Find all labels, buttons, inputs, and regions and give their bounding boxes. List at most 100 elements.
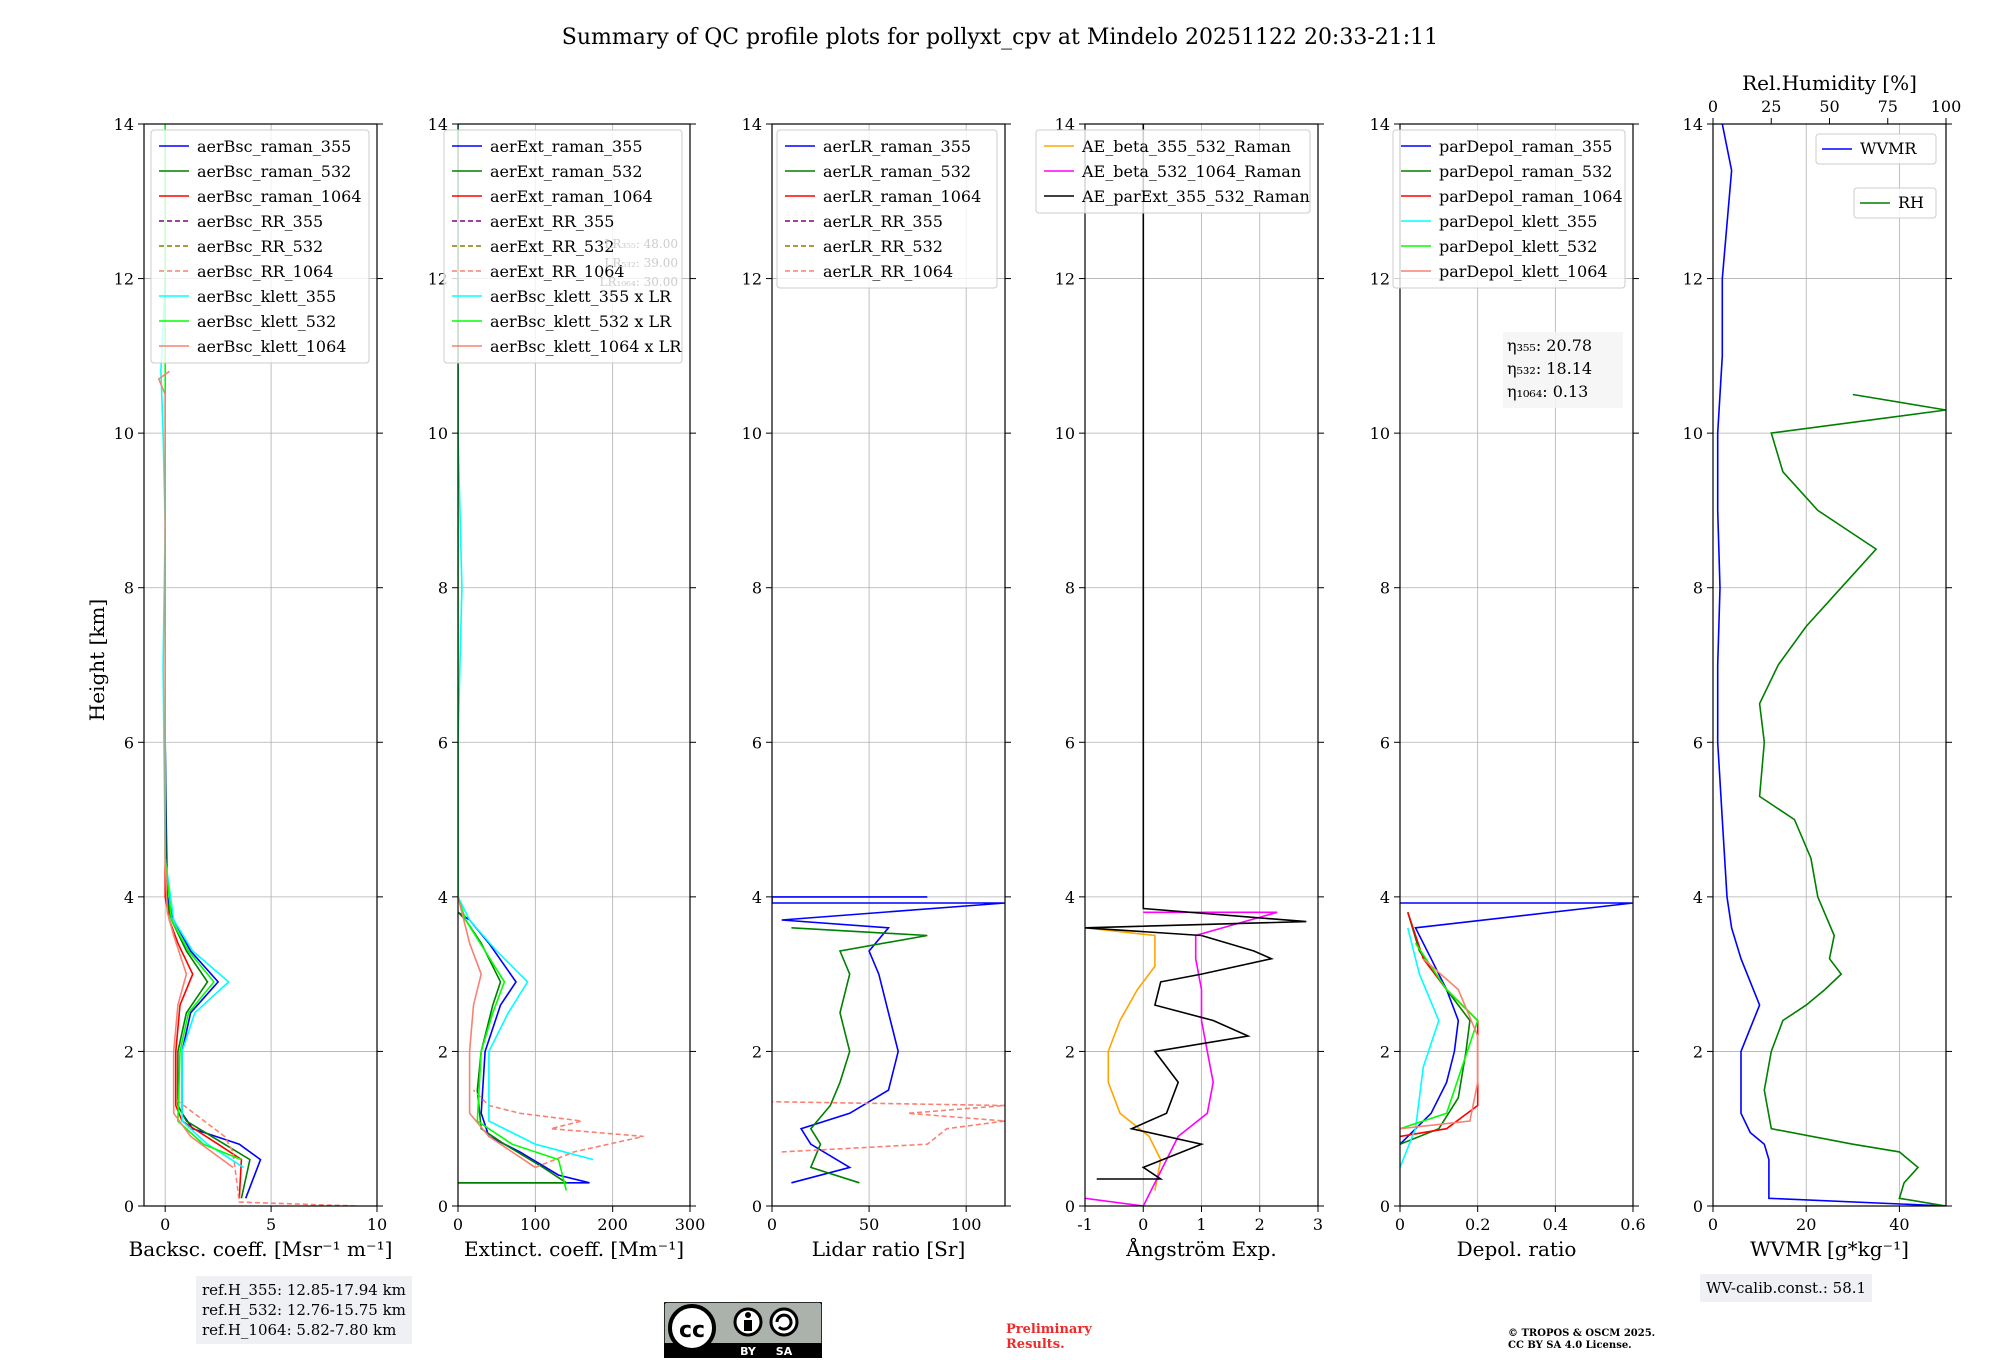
eta-annotation: η₁₀₆₄: 0.13 xyxy=(1507,382,1588,401)
y-tick-label: 14 xyxy=(1683,115,1703,134)
y-tick-label: 6 xyxy=(1065,733,1075,752)
legend: aerExt_raman_355 aerExt_raman_532 aerExt_r… xyxy=(443,129,683,364)
series-line-parDepol_klett_532 xyxy=(1400,942,1479,1130)
legend-label: AE_beta_355_532_Raman xyxy=(1081,137,1291,156)
y-tick-label: 6 xyxy=(1693,733,1703,752)
x-axis-label: Ångström Exp. xyxy=(1125,1236,1276,1261)
series-line-aerBsc_klett_532 x LR xyxy=(458,124,568,1191)
legend-box xyxy=(1815,133,1937,165)
series-line-parDepol_raman_355 xyxy=(1400,902,1633,1145)
y-tick-label: 10 xyxy=(742,424,762,443)
legend-label: aerLR_raman_532 xyxy=(823,162,971,181)
y-tick-label: 10 xyxy=(1683,424,1703,443)
legend-label: aerBsc_raman_1064 xyxy=(197,187,362,206)
top-x-tick-label: 50 xyxy=(1819,97,1839,116)
series-group xyxy=(157,124,356,1206)
y-tick-label: 0 xyxy=(1065,1197,1075,1216)
series-line-aerExt_raman_532 xyxy=(458,911,569,1184)
legend-box xyxy=(150,129,370,364)
legend-box xyxy=(1853,187,1937,219)
legend-label: parDepol_klett_1064 xyxy=(1439,262,1608,281)
series-line-aerBsc_klett_532 xyxy=(164,124,242,1161)
y-tick-label: 8 xyxy=(438,579,448,598)
x-tick-label: 0 xyxy=(1395,1215,1405,1234)
legend-label: parDepol_raman_1064 xyxy=(1439,187,1623,206)
legend-label: aerLR_RR_1064 xyxy=(823,262,953,281)
legend-label: aerBsc_klett_355 xyxy=(197,287,336,306)
x-tick-label: 300 xyxy=(675,1215,706,1234)
series-line-parDepol_raman_532 xyxy=(1400,912,1471,1145)
legend-label: aerLR_raman_355 xyxy=(823,137,971,156)
y-tick-label: 10 xyxy=(428,424,448,443)
x-tick-label: 100 xyxy=(520,1215,551,1234)
legend-label: aerBsc_raman_532 xyxy=(197,162,351,181)
series-line-aerLR_raman_532 xyxy=(791,927,928,1184)
y-tick-label: 8 xyxy=(124,579,134,598)
series-line-aerBsc_raman_1064 xyxy=(164,742,243,1199)
series-group xyxy=(1085,124,1307,1206)
x-tick-label: 20 xyxy=(1796,1215,1816,1234)
x-axis-label: Extinct. coeff. [Mm⁻¹] xyxy=(464,1237,684,1261)
axes-frame xyxy=(457,123,691,1207)
legend-label: parDepol_raman_532 xyxy=(1439,162,1612,181)
x-tick-label: 200 xyxy=(597,1215,628,1234)
y-tick-label: 8 xyxy=(1693,579,1703,598)
legend-label: aerExt_raman_355 xyxy=(490,137,643,156)
x-tick-label: 0 xyxy=(767,1215,777,1234)
series-line-aerBsc_klett_355 xyxy=(160,124,245,1169)
x-axis-label: WVMR [g*kg⁻¹] xyxy=(1750,1237,1909,1261)
eta-annotation-box xyxy=(1503,332,1623,408)
x-axis-label: Lidar ratio [Sr] xyxy=(812,1237,966,1261)
legend-label: aerLR_raman_1064 xyxy=(823,187,981,206)
x-tick-label: 1 xyxy=(1196,1215,1206,1234)
y-tick-label: 2 xyxy=(1380,1042,1390,1061)
cc-sa-label: SA xyxy=(776,1345,793,1358)
axes-frame xyxy=(771,123,1006,1207)
y-tick-label: 2 xyxy=(1693,1042,1703,1061)
copyright-line-1: © TROPOS & OSCM 2025. xyxy=(1508,1328,1656,1339)
legend: AE_beta_355_532_Raman AE_beta_532_1064_Ra… xyxy=(1035,129,1311,214)
panel-ext: 0 100 200 300 0 2 4 6 8 10 12 14 Extinct. coeff. [Mm… xyxy=(428,115,706,1261)
y-tick-label: 4 xyxy=(1065,888,1075,907)
y-tick-label: 10 xyxy=(114,424,134,443)
lidar-ratio-annotation: LR₁₀₆₄: 30.00 xyxy=(600,275,678,289)
series-line-AE_parExt_355_532_Raman xyxy=(1085,124,1307,1180)
legend: aerLR_raman_355 aerLR_raman_532 aerLR_rama… xyxy=(776,129,998,289)
legend-label: aerExt_raman_532 xyxy=(490,162,643,181)
legend-label: WVMR xyxy=(1860,139,1917,158)
preliminary-line-1: Preliminary xyxy=(1006,1322,1092,1337)
legend-box xyxy=(1035,129,1311,214)
legend-label: parDepol_klett_532 xyxy=(1439,237,1597,256)
legend-label: aerExt_RR_355 xyxy=(490,212,614,231)
preliminary-line-2: Results. xyxy=(1006,1337,1065,1352)
ref-height-532: ref.H_532: 12.76-15.75 km xyxy=(202,1301,406,1319)
figure-title: Summary of QC profile plots for pollyxt_… xyxy=(562,25,1438,50)
x-tick-label: -1 xyxy=(1077,1215,1093,1234)
series-line-AE_beta_355_532_Raman xyxy=(1085,927,1162,1191)
series-line-aerBsc_klett_1064 xyxy=(157,370,234,1169)
series-line-aerExt_RR_1064 xyxy=(472,1089,644,1169)
y-tick-label: 6 xyxy=(1380,733,1390,752)
y-tick-label: 6 xyxy=(124,733,134,752)
panel-wv: 0 20 40 0 2 4 6 8 10 12 14 WVMR [g*kg⁻¹] 0 25 50 75 100 R… xyxy=(1683,71,1962,1261)
y-tick-label: 12 xyxy=(1683,270,1703,289)
series-group xyxy=(1716,124,1946,1206)
legend-wvmr: WVMR xyxy=(1815,133,1937,165)
y-tick-label: 12 xyxy=(1055,270,1075,289)
x-tick-label: 5 xyxy=(266,1215,276,1234)
x-tick-label: 0.6 xyxy=(1620,1215,1645,1234)
y-axis-label: Height [km] xyxy=(85,599,109,721)
legend-label: aerBsc_klett_1064 xyxy=(197,337,346,356)
x-tick-label: 0 xyxy=(1138,1215,1148,1234)
y-tick-label: 8 xyxy=(1065,579,1075,598)
legend-label: AE_parExt_355_532_Raman xyxy=(1081,187,1310,206)
eta-annotation: η₃₅₅: 20.78 xyxy=(1507,336,1592,355)
y-tick-label: 0 xyxy=(124,1197,134,1216)
legend-label: AE_beta_532_1064_Raman xyxy=(1081,162,1301,181)
legend-rh: RH xyxy=(1853,187,1937,219)
y-tick-label: 10 xyxy=(1370,424,1390,443)
x-axis-label: Backsc. coeff. [Msr⁻¹ m⁻¹] xyxy=(129,1237,393,1261)
y-tick-label: 14 xyxy=(428,115,448,134)
ref-height-355: ref.H_355: 12.85-17.94 km xyxy=(202,1281,406,1299)
